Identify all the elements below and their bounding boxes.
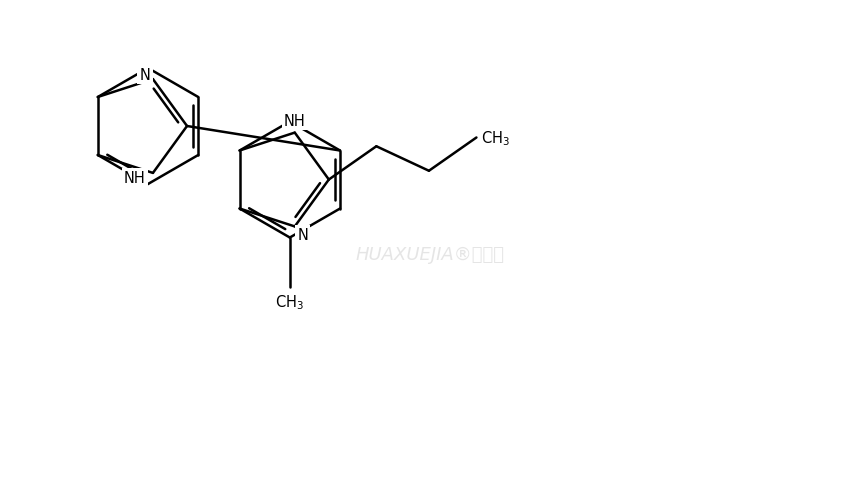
Text: NH: NH — [284, 114, 306, 129]
Text: N: N — [297, 227, 309, 242]
Text: HUAXUEJIA®化学加: HUAXUEJIA®化学加 — [356, 245, 505, 263]
Text: N: N — [140, 67, 150, 82]
Text: CH$_3$: CH$_3$ — [482, 129, 511, 148]
Text: CH$_3$: CH$_3$ — [275, 292, 304, 311]
Text: NH: NH — [124, 171, 146, 186]
